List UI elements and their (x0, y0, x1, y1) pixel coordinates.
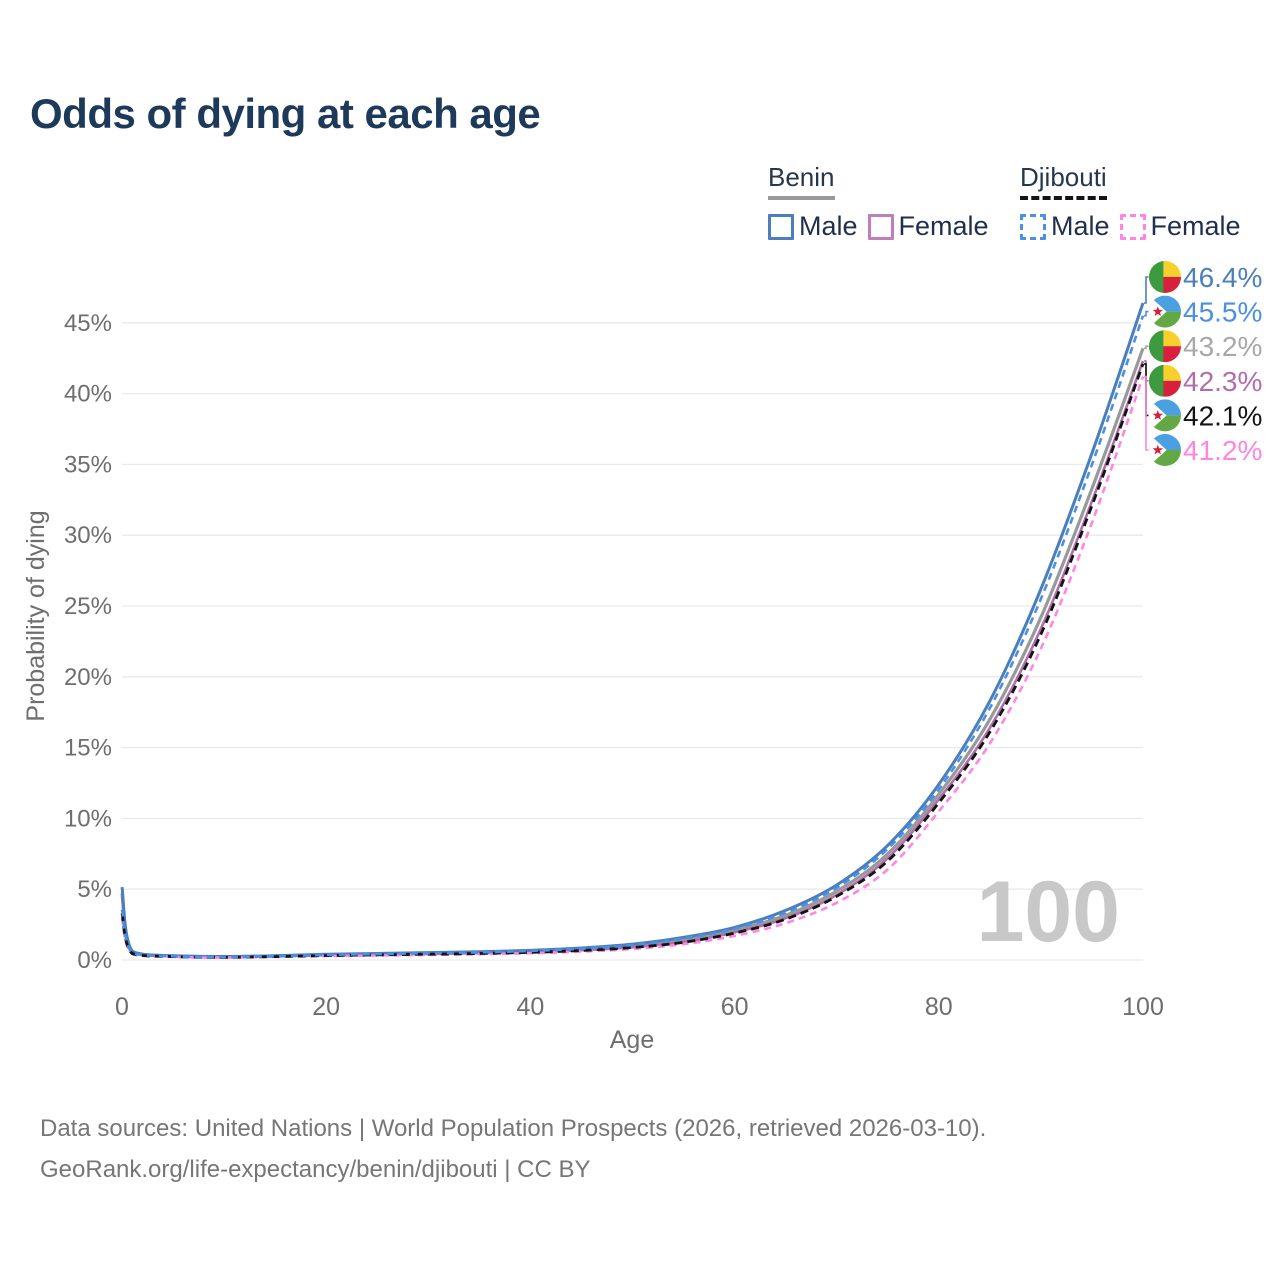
end-value-label-benin_male: 46.4% (1183, 262, 1262, 293)
end-value-label-djibouti_male: 45.5% (1183, 297, 1262, 328)
flag-benin-icon (1149, 330, 1181, 363)
end-value-label-benin_female: 42.3% (1183, 366, 1262, 397)
end-value-label-djibouti_total: 42.1% (1183, 400, 1262, 431)
benin-female-swatch (867, 213, 894, 240)
end-value-label-benin_total: 43.2% (1183, 331, 1262, 362)
x-tick-label: 20 (312, 993, 340, 1021)
y-tick-label: 10% (64, 805, 112, 832)
legend-item-djibouti-female[interactable]: Female (1119, 211, 1241, 242)
legend-group-label-benin: Benin (768, 162, 835, 192)
y-axis-title: Probability of dying (22, 510, 50, 721)
x-axis-title: Age (610, 1026, 654, 1054)
y-tick-label: 35% (64, 451, 112, 478)
legend-item-benin-male[interactable]: Male (768, 211, 858, 242)
page-title: Odds of dying at each age (30, 90, 541, 137)
y-tick-label: 5% (77, 876, 112, 903)
footer-attribution-line: GeoRank.org/life-expectancy/benin/djibou… (40, 1156, 591, 1183)
end-label-connector (1144, 375, 1149, 451)
end-label-connector (1144, 345, 1149, 350)
flag-djibouti-icon (1149, 434, 1181, 466)
legend-group-djibouti: Djibouti Male Female (1020, 162, 1241, 242)
djibouti-female-swatch (1119, 213, 1146, 240)
end-label-connector (1144, 310, 1149, 317)
hover-age-watermark: 100 (977, 864, 1121, 960)
y-tick-label: 30% (64, 522, 112, 549)
x-tick-label: 80 (925, 993, 953, 1021)
legend-item-label: Female (1150, 211, 1241, 241)
y-tick-label: 15% (64, 735, 112, 762)
end-value-label-djibouti_female: 41.2% (1183, 435, 1262, 466)
djibouti-line-sample (1020, 196, 1107, 200)
x-tick-label: 100 (1122, 993, 1164, 1021)
gridlines-layer: 0% 5% 10% 15% 20% 25% 30% 35% 40% 45% 0 20 40 60 80 100 (64, 310, 1164, 1021)
legend-item-benin-female[interactable]: Female (867, 211, 989, 242)
y-tick-label: 40% (64, 381, 112, 408)
legend-group-label-djibouti: Djibouti (1020, 162, 1107, 192)
end-labels-layer: 46.4% 45.5%43.2% 42.3%42.1% 41.2% (1144, 261, 1262, 466)
series-layer (120, 302, 1145, 959)
end-label-connector (1144, 276, 1149, 304)
legend-item-label: Male (1051, 211, 1110, 241)
legend-item-label: Male (799, 211, 858, 241)
footer: Data sources: United Nations | World Pop… (40, 1108, 986, 1190)
flag-djibouti-icon (1149, 295, 1181, 328)
djibouti-male-swatch (1020, 213, 1046, 240)
y-tick-label: 25% (64, 593, 112, 620)
series-line-benin_male (120, 302, 1145, 959)
flag-benin-icon (1149, 364, 1181, 397)
series-line-djibouti_male (120, 315, 1145, 959)
legend-group-benin: Benin Male Female (768, 162, 989, 242)
y-tick-label: 20% (64, 664, 112, 691)
legend-item-label: Female (898, 211, 989, 241)
y-tick-label: 0% (77, 947, 112, 974)
flag-djibouti-icon (1149, 399, 1181, 432)
flag-benin-icon (1149, 261, 1181, 293)
y-tick-label: 45% (64, 310, 112, 337)
footer-source-line: Data sources: United Nations | World Pop… (40, 1115, 987, 1142)
series-line-djibouti_total (120, 363, 1145, 959)
benin-male-swatch (768, 213, 794, 240)
x-tick-label: 60 (721, 993, 749, 1021)
legend-item-djibouti-male[interactable]: Male (1020, 211, 1110, 242)
x-tick-label: 40 (516, 993, 544, 1021)
benin-line-sample (768, 196, 835, 200)
x-tick-label: 0 (115, 993, 129, 1021)
